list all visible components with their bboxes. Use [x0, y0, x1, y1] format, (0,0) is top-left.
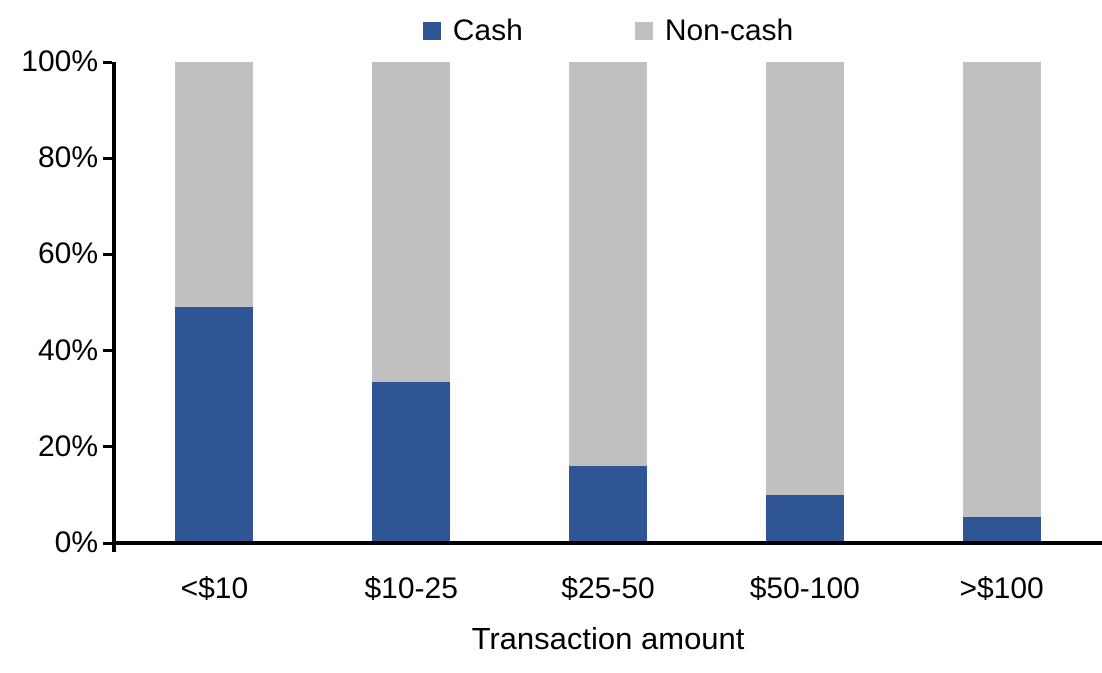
stacked-bar: [175, 62, 254, 543]
y-axis-tick-label: 100%: [21, 45, 98, 78]
category-slot: [116, 62, 313, 543]
y-axis-tick: [103, 445, 112, 449]
bar-segment-non-cash: [175, 62, 254, 308]
x-axis-category-label: $25-50: [561, 572, 655, 605]
bar-segment-cash: [175, 307, 254, 543]
y-axis-tick: [103, 60, 112, 64]
y-axis-tick: [103, 252, 112, 256]
category-slot: [510, 62, 707, 543]
category-slot: [903, 62, 1100, 543]
y-axis-tick-label: 40%: [37, 333, 98, 367]
x-axis-category-label: $10-25: [364, 572, 458, 605]
legend: Cash Non-cash: [116, 12, 1100, 50]
x-axis-category-label: $50-100: [749, 572, 860, 605]
legend-item-cash: Cash: [422, 14, 523, 47]
y-axis-tick-label: 80%: [37, 141, 98, 175]
bar-segment-non-cash: [765, 62, 844, 495]
bar-segment-cash: [765, 494, 844, 543]
stacked-bar: [372, 62, 451, 543]
stacked-bar: [765, 62, 844, 543]
noncash-swatch-icon: [634, 22, 653, 40]
x-axis-line: [112, 541, 1102, 545]
y-axis-tick-label: 60%: [37, 237, 98, 271]
y-axis-line: [112, 62, 116, 552]
legend-item-noncash: Non-cash: [634, 14, 794, 47]
y-axis-tick-label: 20%: [37, 429, 98, 463]
category-slot: [313, 62, 510, 543]
plot-area: [116, 62, 1100, 543]
bar-segment-cash: [962, 516, 1041, 543]
bar-segment-non-cash: [372, 62, 451, 382]
stacked-bar: [568, 62, 647, 543]
y-axis-tick: [103, 541, 112, 545]
legend-label-cash: Cash: [452, 14, 523, 47]
bar-segment-cash: [372, 381, 451, 543]
x-axis-category-label: >$100: [959, 572, 1044, 605]
x-axis-category-label: <$10: [180, 572, 249, 605]
x-axis-title: Transaction amount: [471, 621, 745, 656]
cash-swatch-icon: [422, 22, 441, 40]
bar-segment-cash: [568, 466, 647, 543]
y-axis-tick: [103, 349, 112, 353]
stacked-bar: [962, 62, 1041, 543]
legend-label-noncash: Non-cash: [664, 14, 794, 47]
category-slot: [706, 62, 903, 543]
y-axis-tick-label: 0%: [54, 526, 98, 559]
bar-segment-non-cash: [568, 62, 647, 467]
bar-segment-non-cash: [962, 62, 1041, 517]
y-axis-tick: [103, 156, 112, 160]
